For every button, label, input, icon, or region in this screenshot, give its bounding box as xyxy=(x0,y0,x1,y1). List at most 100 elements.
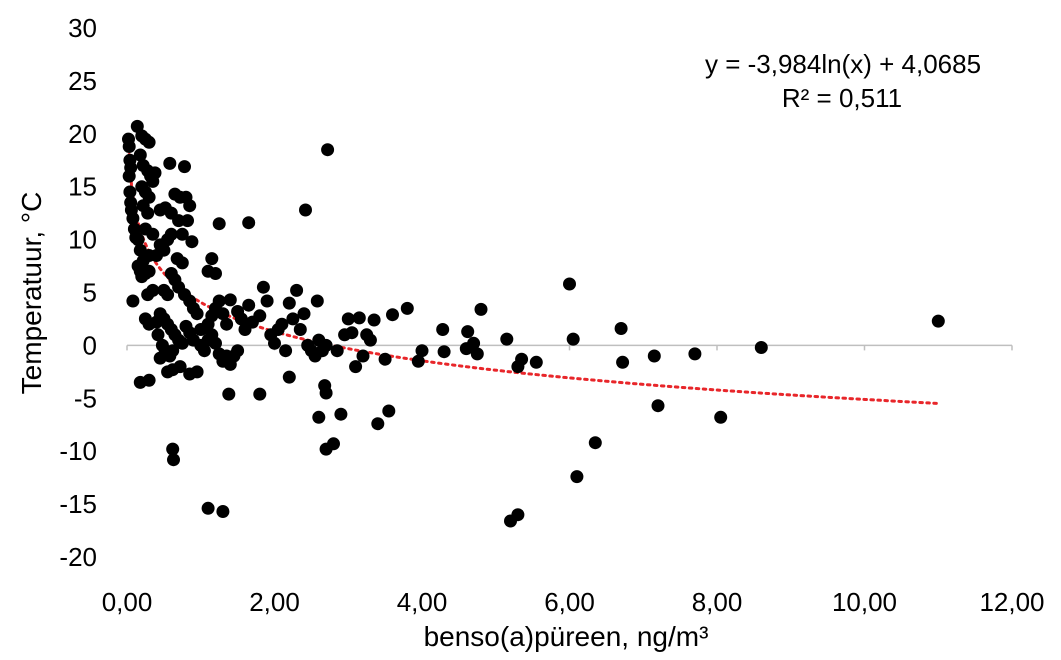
data-point xyxy=(616,355,630,369)
y-axis-title: Temperatuur, °C xyxy=(16,192,47,395)
data-point xyxy=(461,325,475,339)
x-tick-label: 4,00 xyxy=(397,587,448,617)
data-point xyxy=(122,140,136,153)
data-point xyxy=(282,296,296,310)
data-point xyxy=(242,216,256,230)
data-point xyxy=(382,404,396,418)
data-point xyxy=(234,312,248,326)
data-point xyxy=(205,252,219,266)
y-tick-label: -15 xyxy=(59,489,97,519)
data-point xyxy=(175,227,189,241)
data-point xyxy=(231,344,245,358)
data-point xyxy=(253,309,267,323)
data-point xyxy=(260,294,274,308)
data-point xyxy=(931,314,945,328)
x-tick-label: 6,00 xyxy=(544,587,595,617)
data-point xyxy=(279,344,293,358)
x-tick-label: 12,00 xyxy=(979,587,1044,617)
data-point xyxy=(138,312,152,326)
data-point xyxy=(190,307,204,321)
data-point xyxy=(173,360,187,374)
data-point xyxy=(223,293,237,307)
data-points xyxy=(122,119,945,528)
data-point xyxy=(216,505,230,518)
data-point xyxy=(415,344,429,358)
data-point xyxy=(141,206,155,220)
data-point xyxy=(356,349,370,363)
data-point xyxy=(500,332,514,346)
data-point xyxy=(172,214,186,228)
data-point xyxy=(122,169,136,183)
data-point xyxy=(153,351,167,365)
data-point xyxy=(209,336,222,350)
data-point xyxy=(647,349,661,363)
data-point xyxy=(222,387,236,401)
y-tick-label: 0 xyxy=(83,330,97,360)
data-point xyxy=(126,294,140,308)
r-squared-label: R² = 0,511 xyxy=(782,83,902,113)
data-point xyxy=(293,323,307,336)
data-point xyxy=(367,313,381,327)
data-point xyxy=(563,277,576,291)
y-tick-label: -5 xyxy=(74,383,97,413)
data-point xyxy=(253,387,267,401)
data-point xyxy=(319,338,333,352)
data-point xyxy=(146,227,160,241)
data-point xyxy=(161,288,175,302)
data-point xyxy=(321,143,335,157)
data-point xyxy=(151,328,165,342)
data-point xyxy=(515,352,529,366)
data-point xyxy=(588,436,602,450)
y-tick-label: 10 xyxy=(68,225,97,255)
data-point xyxy=(378,352,392,366)
data-point xyxy=(310,294,324,308)
data-point xyxy=(163,156,177,170)
data-point xyxy=(400,301,414,315)
data-point xyxy=(467,336,481,350)
data-point xyxy=(242,298,256,312)
data-point xyxy=(511,508,525,522)
data-point xyxy=(142,373,156,387)
data-point xyxy=(570,470,584,484)
data-point xyxy=(201,501,215,515)
data-point xyxy=(470,347,484,361)
data-point xyxy=(220,317,234,331)
y-tick-label: -20 xyxy=(59,542,97,572)
data-point xyxy=(349,360,363,374)
data-point xyxy=(167,453,180,467)
data-point xyxy=(166,344,180,358)
data-point xyxy=(436,323,450,336)
data-point xyxy=(185,235,199,249)
data-point xyxy=(190,365,204,379)
data-point xyxy=(212,217,226,231)
data-point xyxy=(312,410,326,424)
data-point xyxy=(164,227,178,241)
x-tick-label: 0,00 xyxy=(102,587,153,617)
y-tick-label: 25 xyxy=(68,66,97,96)
x-tick-label: 8,00 xyxy=(692,587,743,617)
y-tick-label: 15 xyxy=(68,172,97,202)
data-point xyxy=(197,344,211,358)
x-tick-label: 10,00 xyxy=(832,587,897,617)
data-point xyxy=(319,386,333,400)
data-point xyxy=(286,312,300,326)
data-point xyxy=(136,254,150,268)
data-point xyxy=(256,280,270,294)
data-point xyxy=(131,233,145,247)
data-point xyxy=(157,243,171,257)
x-axis-title: benso(a)püreen, ng/m³ xyxy=(424,621,709,652)
data-point xyxy=(216,307,230,321)
data-point xyxy=(754,341,768,354)
data-point xyxy=(209,267,222,280)
data-point xyxy=(330,344,344,358)
data-point xyxy=(133,148,147,162)
data-point xyxy=(123,185,137,199)
data-point xyxy=(290,283,304,297)
data-point xyxy=(363,333,377,347)
data-point xyxy=(181,214,194,228)
trendline-equation: y = -3,984ln(x) + 4,0685 xyxy=(705,49,981,79)
data-point xyxy=(411,354,425,368)
data-point xyxy=(212,294,226,308)
data-point xyxy=(566,332,580,346)
